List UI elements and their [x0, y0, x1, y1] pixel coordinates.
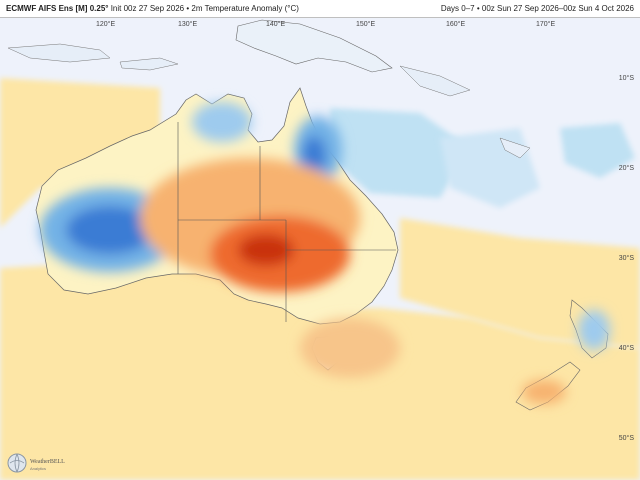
weatherbell-logo: WeatherBELL Analytics: [6, 452, 68, 476]
lat-label: 40°S: [619, 344, 635, 352]
model-name: ECMWF AIFS Ens [M] 0.25°: [6, 4, 109, 13]
lat-label: 10°S: [619, 74, 635, 82]
latitude-labels: 10°S 20°S 30°S 40°S 50°S: [619, 74, 635, 442]
warm-anomaly-nz-south: [522, 380, 566, 404]
lon-label: 160°E: [446, 20, 465, 28]
cool-anomaly-west-core: [66, 206, 154, 254]
cool-anomaly-queensland-core: [302, 136, 326, 176]
logo-subtext: Analytics: [30, 466, 47, 471]
lon-label: 140°E: [266, 20, 285, 28]
cool-anomaly-nz: [578, 310, 610, 350]
indonesia-islands: [7, 43, 531, 159]
logo-text: WeatherBELL: [30, 459, 65, 465]
new-guinea-land: [235, 19, 393, 73]
warm-anomaly-victoria: [300, 318, 400, 378]
cool-anomaly-coral-sea: [330, 108, 470, 198]
lon-label: 150°E: [356, 20, 375, 28]
state-borders: [177, 122, 396, 322]
temperature-anomaly-map: 120°E 130°E 140°E 150°E 160°E 170°E 10°S…: [0, 18, 640, 480]
longitude-labels: 120°E 130°E 140°E 150°E 160°E 170°E: [96, 20, 555, 28]
globe-icon: [7, 453, 27, 473]
warm-anomaly-core: [238, 234, 294, 266]
variable-name: 2m Temperature Anomaly (°C): [191, 4, 299, 13]
anomaly-blobs: [40, 102, 610, 404]
header-title: ECMWF AIFS Ens [M] 0.25° Init 00z 27 Sep…: [6, 4, 299, 13]
init-time: Init 00z 27 Sep 2026: [110, 4, 185, 13]
lat-label: 50°S: [619, 434, 635, 442]
lon-label: 130°E: [178, 20, 197, 28]
lon-label: 120°E: [96, 20, 115, 28]
map-header: ECMWF AIFS Ens [M] 0.25° Init 00z 27 Sep…: [0, 0, 640, 18]
lat-label: 20°S: [619, 164, 635, 172]
lon-label: 170°E: [536, 20, 555, 28]
valid-period: Days 0–7 • 00z Sun 27 Sep 2026–00z Sun 4…: [440, 4, 634, 13]
cool-anomaly-north: [192, 102, 252, 142]
lat-label: 30°S: [619, 254, 635, 262]
warm-anomaly-field-south: [0, 78, 640, 480]
cool-anomaly-pacific: [560, 123, 635, 178]
header-bullet: •: [186, 4, 190, 13]
